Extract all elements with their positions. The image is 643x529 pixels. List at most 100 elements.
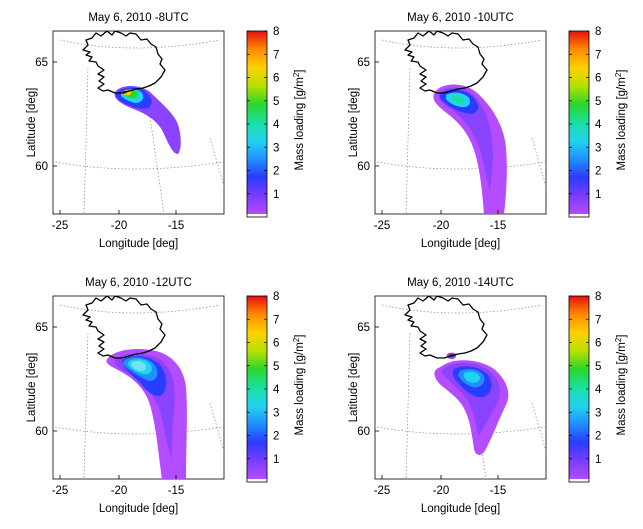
iceland-coastline — [82, 296, 166, 359]
colorbar-label-close: ] — [616, 335, 628, 338]
colorbar-label-close: ] — [294, 335, 306, 338]
x-axis-label: Longitude [deg] — [421, 503, 500, 515]
y-axis-label: Latitude [deg] — [348, 353, 360, 423]
colorbar-label-text: Mass loading [g/m — [294, 77, 306, 170]
colorbar-tick-label: 8 — [273, 291, 279, 303]
colorbar-tick-label: 7 — [273, 314, 279, 326]
chart-title: May 6, 2010 -14UTC — [407, 277, 514, 289]
y-axis-label: Latitude [deg] — [26, 353, 38, 423]
colorbar-tick-label: 7 — [273, 49, 279, 61]
colorbar-zero-band — [247, 479, 267, 482]
chart-panel-3: May 6, 2010 -12UTC-25 -20 -156560Longitude… — [26, 277, 306, 515]
parallel-gridline — [381, 304, 543, 314]
x-tick-label: -25 — [374, 220, 391, 232]
meridian-gridline — [531, 402, 546, 453]
meridian-gridline — [209, 137, 224, 188]
map-area — [375, 31, 546, 214]
colorbar-label: Mass loading [g/m2] — [292, 335, 306, 436]
parallel-gridline — [59, 304, 221, 314]
colorbar-zero-band — [569, 479, 589, 482]
colorbar-fill — [247, 296, 267, 479]
chart-title: May 6, 2010 -10UTC — [407, 12, 514, 24]
x-tick-label: -15 — [168, 485, 185, 497]
parallel-gridline — [375, 426, 546, 435]
iceland-coastline — [404, 296, 488, 359]
colorbar-tick-label: 4 — [595, 384, 602, 396]
x-tick-label: -20 — [433, 220, 450, 232]
chart-title: May 6, 2010 -8UTC — [88, 12, 188, 24]
y-tick-label: 60 — [357, 426, 370, 438]
x-tick-label: -15 — [168, 220, 185, 232]
colorbar-tick-label: 6 — [273, 73, 279, 85]
colorbar-tick-label: 6 — [273, 338, 279, 350]
meridian-gridline — [531, 137, 546, 188]
ash-plume-contour — [463, 371, 480, 383]
colorbar-tick-label: 6 — [595, 338, 601, 350]
colorbar-tick-label: 1 — [273, 189, 279, 201]
colorbar-tick-label: 6 — [595, 73, 601, 85]
chart-panel-4: May 6, 2010 -14UTC-25 -20 -156560Longitude… — [348, 277, 628, 515]
map-area — [53, 31, 224, 214]
x-axis-label: Longitude [deg] — [99, 238, 178, 250]
colorbar-tick-label: 1 — [595, 189, 601, 201]
colorbar-label: Mass loading [g/m2] — [614, 70, 628, 171]
x-tick-label: -15 — [490, 220, 507, 232]
x-tick-label: -25 — [52, 485, 69, 497]
colorbar-label-sup: 2 — [292, 72, 301, 77]
colorbar-tick-label: 8 — [273, 26, 279, 38]
colorbar-label: Mass loading [g/m2] — [614, 335, 628, 436]
colorbar-zero-band — [569, 214, 589, 217]
y-tick-label: 60 — [35, 426, 48, 438]
colorbar-fill — [569, 296, 589, 479]
y-tick-label: 65 — [357, 322, 370, 334]
colorbar-label-sup: 2 — [614, 337, 623, 342]
colorbar-label-sup: 2 — [292, 337, 301, 342]
parallel-gridline — [381, 39, 543, 49]
colorbar-tick-label: 3 — [273, 142, 279, 154]
map-area — [375, 296, 546, 479]
x-tick-label: -20 — [433, 485, 450, 497]
y-axis-label: Latitude [deg] — [26, 88, 38, 158]
colorbar-fill — [247, 31, 267, 214]
meridian-gridline — [209, 402, 224, 453]
chart-panel-1: May 6, 2010 -8UTC-25 -20 -156560Longitude … — [26, 12, 306, 250]
axes-frame — [52, 30, 225, 215]
y-tick-label: 60 — [357, 161, 370, 173]
iceland-coastline — [404, 31, 488, 94]
chart-title: May 6, 2010 -12UTC — [85, 277, 192, 289]
y-tick-label: 65 — [35, 57, 48, 69]
x-tick-label: -15 — [490, 485, 507, 497]
colorbar-tick-label: 3 — [595, 142, 601, 154]
colorbar-tick-label: 5 — [595, 361, 601, 373]
axes-frame — [52, 295, 225, 480]
colorbar-tick-label: 2 — [595, 431, 601, 443]
parallel-gridline — [53, 426, 224, 435]
iceland-coastline — [82, 31, 166, 94]
colorbar-fill — [569, 31, 589, 214]
colorbar-tick-label: 5 — [273, 96, 279, 108]
x-axis-label: Longitude [deg] — [421, 238, 500, 250]
ash-plume-contour — [438, 87, 493, 190]
colorbar-label: Mass loading [g/m2] — [292, 70, 306, 171]
x-tick-label: -25 — [374, 485, 391, 497]
colorbar-tick-label: 3 — [595, 407, 601, 419]
x-tick-label: -20 — [111, 220, 128, 232]
colorbar-label-close: ] — [294, 70, 306, 73]
colorbar-label-close: ] — [616, 70, 628, 73]
colorbar-tick-label: 4 — [273, 384, 280, 396]
colorbar-tick-label: 5 — [595, 96, 601, 108]
colorbar-label-text: Mass loading [g/m — [294, 342, 306, 435]
x-tick-label: -20 — [111, 485, 128, 497]
y-tick-label: 65 — [35, 322, 48, 334]
y-axis-label: Latitude [deg] — [348, 88, 360, 158]
meridian-gridline — [147, 102, 165, 214]
ash-plume-contour — [128, 358, 152, 375]
colorbar-tick-label: 2 — [595, 166, 601, 178]
colorbar-label-sup: 2 — [614, 72, 623, 77]
map-area — [53, 296, 224, 479]
ash-plume-contour — [452, 96, 464, 104]
x-tick-label: -25 — [52, 220, 69, 232]
colorbar-tick-label: 1 — [595, 454, 601, 466]
colorbar-tick-label: 2 — [273, 431, 279, 443]
